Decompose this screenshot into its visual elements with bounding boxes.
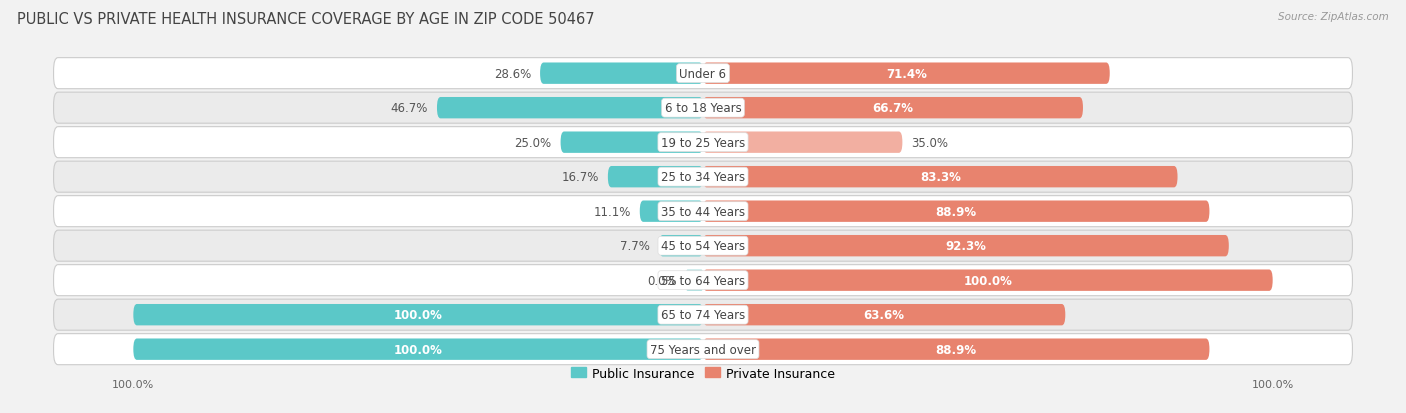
FancyBboxPatch shape bbox=[53, 93, 1353, 124]
FancyBboxPatch shape bbox=[53, 299, 1353, 330]
FancyBboxPatch shape bbox=[659, 235, 703, 257]
Text: 6 to 18 Years: 6 to 18 Years bbox=[665, 102, 741, 115]
FancyBboxPatch shape bbox=[703, 304, 1066, 325]
FancyBboxPatch shape bbox=[703, 166, 1178, 188]
FancyBboxPatch shape bbox=[53, 334, 1353, 365]
Text: PUBLIC VS PRIVATE HEALTH INSURANCE COVERAGE BY AGE IN ZIP CODE 50467: PUBLIC VS PRIVATE HEALTH INSURANCE COVER… bbox=[17, 12, 595, 27]
Text: 88.9%: 88.9% bbox=[935, 343, 977, 356]
Text: 35.0%: 35.0% bbox=[911, 136, 949, 150]
Text: 100.0%: 100.0% bbox=[394, 343, 443, 356]
Text: 55 to 64 Years: 55 to 64 Years bbox=[661, 274, 745, 287]
Text: 19 to 25 Years: 19 to 25 Years bbox=[661, 136, 745, 150]
FancyBboxPatch shape bbox=[686, 270, 703, 291]
Text: 28.6%: 28.6% bbox=[494, 67, 531, 81]
Text: 25.0%: 25.0% bbox=[515, 136, 551, 150]
Text: 0.0%: 0.0% bbox=[647, 274, 676, 287]
FancyBboxPatch shape bbox=[540, 63, 703, 85]
Text: 16.7%: 16.7% bbox=[561, 171, 599, 184]
FancyBboxPatch shape bbox=[703, 63, 1109, 85]
FancyBboxPatch shape bbox=[640, 201, 703, 222]
FancyBboxPatch shape bbox=[53, 230, 1353, 261]
Text: 7.7%: 7.7% bbox=[620, 240, 650, 253]
Text: Source: ZipAtlas.com: Source: ZipAtlas.com bbox=[1278, 12, 1389, 22]
FancyBboxPatch shape bbox=[561, 132, 703, 154]
Text: 65 to 74 Years: 65 to 74 Years bbox=[661, 309, 745, 321]
FancyBboxPatch shape bbox=[703, 132, 903, 154]
Text: 71.4%: 71.4% bbox=[886, 67, 927, 81]
Text: 46.7%: 46.7% bbox=[391, 102, 427, 115]
FancyBboxPatch shape bbox=[703, 270, 1272, 291]
Text: 83.3%: 83.3% bbox=[920, 171, 960, 184]
Text: 88.9%: 88.9% bbox=[935, 205, 977, 218]
Legend: Public Insurance, Private Insurance: Public Insurance, Private Insurance bbox=[567, 362, 839, 385]
FancyBboxPatch shape bbox=[607, 166, 703, 188]
FancyBboxPatch shape bbox=[53, 127, 1353, 158]
FancyBboxPatch shape bbox=[53, 59, 1353, 90]
FancyBboxPatch shape bbox=[53, 265, 1353, 296]
FancyBboxPatch shape bbox=[134, 304, 703, 325]
FancyBboxPatch shape bbox=[703, 201, 1209, 222]
Text: 45 to 54 Years: 45 to 54 Years bbox=[661, 240, 745, 253]
Text: Under 6: Under 6 bbox=[679, 67, 727, 81]
Text: 25 to 34 Years: 25 to 34 Years bbox=[661, 171, 745, 184]
Text: 100.0%: 100.0% bbox=[394, 309, 443, 321]
Text: 11.1%: 11.1% bbox=[593, 205, 631, 218]
FancyBboxPatch shape bbox=[437, 98, 703, 119]
FancyBboxPatch shape bbox=[703, 98, 1083, 119]
FancyBboxPatch shape bbox=[53, 196, 1353, 227]
Text: 63.6%: 63.6% bbox=[863, 309, 904, 321]
FancyBboxPatch shape bbox=[134, 339, 703, 360]
FancyBboxPatch shape bbox=[703, 339, 1209, 360]
Text: 92.3%: 92.3% bbox=[945, 240, 987, 253]
Text: 66.7%: 66.7% bbox=[873, 102, 914, 115]
FancyBboxPatch shape bbox=[703, 235, 1229, 257]
Text: 35 to 44 Years: 35 to 44 Years bbox=[661, 205, 745, 218]
Text: 75 Years and over: 75 Years and over bbox=[650, 343, 756, 356]
FancyBboxPatch shape bbox=[53, 162, 1353, 193]
Text: 100.0%: 100.0% bbox=[963, 274, 1012, 287]
